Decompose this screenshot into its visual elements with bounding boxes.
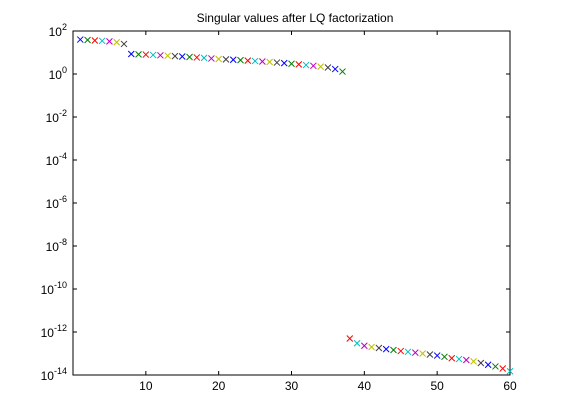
x-tick-label: 40 [358, 379, 372, 393]
x-tick-label: 20 [212, 379, 226, 393]
x-tick-label: 30 [285, 379, 299, 393]
x-tick-label: 10 [139, 379, 153, 393]
plot-area [73, 31, 510, 375]
x-tick-label: 60 [503, 379, 517, 393]
x-tick-label: 50 [430, 379, 444, 393]
chart-title: Singular values after LQ factorization [197, 11, 394, 25]
